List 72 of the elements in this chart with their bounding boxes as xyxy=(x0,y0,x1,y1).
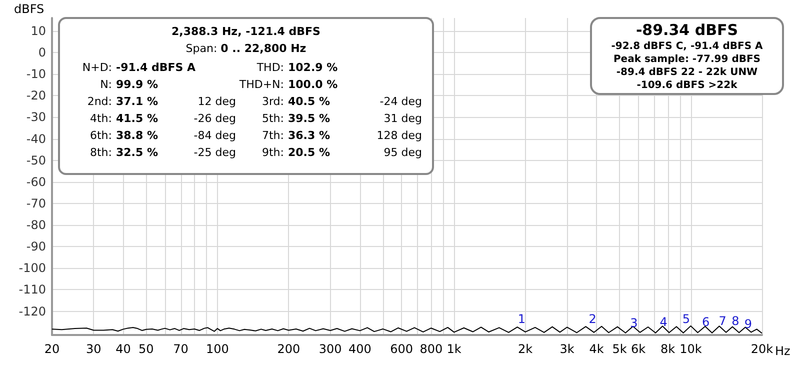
x-tick-label: 50 xyxy=(138,342,154,356)
y-tick-label: -110 xyxy=(18,282,46,297)
x-tick-label: 600 xyxy=(390,342,414,356)
y-tick-label: -120 xyxy=(18,304,46,318)
annotation: 3 xyxy=(629,316,639,330)
annotation: 4 xyxy=(658,315,668,329)
annotation: 6 xyxy=(701,315,711,329)
annotation: 2nd: 37.1 % xyxy=(87,95,158,108)
x-tick-label: 10k xyxy=(680,342,702,356)
annotation: N: 99.9 % xyxy=(100,78,158,91)
y-tick-label: -100 xyxy=(18,261,46,276)
x-tick-label: 8k xyxy=(660,342,676,356)
y-tick-label: 0 xyxy=(38,46,46,60)
annotation: Span: 0 .. 22,800 Hz xyxy=(184,42,308,55)
annotation: 9 xyxy=(743,317,754,331)
x-tick-label: 200 xyxy=(277,342,300,356)
annotation: 95 deg xyxy=(384,146,422,159)
annotation: 128 deg xyxy=(376,129,422,142)
y-tick-label: -70 xyxy=(26,196,46,210)
y-tick-label: -90 xyxy=(26,240,46,254)
y-tick-label: 10 xyxy=(30,24,46,38)
annotation: THD: 102.9 % xyxy=(256,61,338,74)
y-tick-label: -20 xyxy=(26,88,46,103)
annotation: 8th: 32.5 % xyxy=(90,146,158,159)
x-tick-label: 1k xyxy=(446,342,462,356)
annotation: 2,388.3 Hz, -121.4 dBFS xyxy=(170,25,322,38)
annotation: -26 deg xyxy=(194,112,236,125)
annotation: -89.4 dBFS 22 - 22k UNW xyxy=(615,66,759,79)
annotation: -92.8 dBFS C, -91.4 dBFS A xyxy=(610,40,764,53)
annotation: 9th: 20.5 % xyxy=(262,146,330,159)
annotation: 2 xyxy=(588,312,598,326)
annotation: -109.6 dBFS >22k xyxy=(636,79,738,92)
annotation: 5th: 39.5 % xyxy=(262,112,330,125)
x-tick-label: 2k xyxy=(518,342,533,356)
annotation: 5 xyxy=(681,312,691,326)
annotation: 4th: 41.5 % xyxy=(90,112,158,125)
x-tick-label: 300 xyxy=(318,342,342,356)
annotation: 3rd: 40.5 % xyxy=(262,95,330,108)
x-tick-label: 6k xyxy=(630,342,646,356)
x-axis-title: Hz xyxy=(775,344,790,358)
y-tick-label: -60 xyxy=(26,174,46,189)
x-tick-label: 20 xyxy=(44,342,60,356)
x-tick-label: 5k xyxy=(612,342,627,356)
y-tick-label: -10 xyxy=(26,67,46,82)
annotation: -84 deg xyxy=(194,129,236,142)
y-tick-label: -30 xyxy=(26,110,46,124)
annotation: 1 xyxy=(516,312,527,326)
x-tick-label: 40 xyxy=(116,342,131,356)
annotation: -89.34 dBFS xyxy=(634,20,740,40)
annotation: 31 deg xyxy=(384,112,422,125)
annotation: N+D: -91.4 dBFS A xyxy=(82,61,196,74)
y-tick-label: -50 xyxy=(26,153,46,168)
annotation: -25 deg xyxy=(194,146,236,159)
annotation: 7 xyxy=(718,314,728,328)
x-tick-label: 70 xyxy=(173,342,188,356)
annotation: THD+N: 100.0 % xyxy=(238,78,338,91)
x-tick-label: 100 xyxy=(206,342,229,356)
annotation: 6th: 38.8 % xyxy=(90,129,158,142)
x-tick-label: 30 xyxy=(86,342,102,356)
x-tick-label: 800 xyxy=(420,342,443,356)
x-tick-label: 4k xyxy=(589,342,604,356)
annotation: Peak sample: -77.99 dBFS xyxy=(612,53,762,66)
annotation: -24 deg xyxy=(380,95,422,108)
annotation: 7th: 36.3 % xyxy=(262,129,330,142)
x-tick-label: 3k xyxy=(560,342,574,356)
y-axis-title: dBFS xyxy=(14,2,44,16)
x-tick-label: 400 xyxy=(348,342,372,356)
annotation: 8 xyxy=(730,314,740,328)
y-tick-label: -80 xyxy=(26,218,46,232)
x-tick-label: 20k xyxy=(750,342,774,356)
y-tick-label: -40 xyxy=(26,132,46,146)
annotation: 12 deg xyxy=(198,95,236,108)
